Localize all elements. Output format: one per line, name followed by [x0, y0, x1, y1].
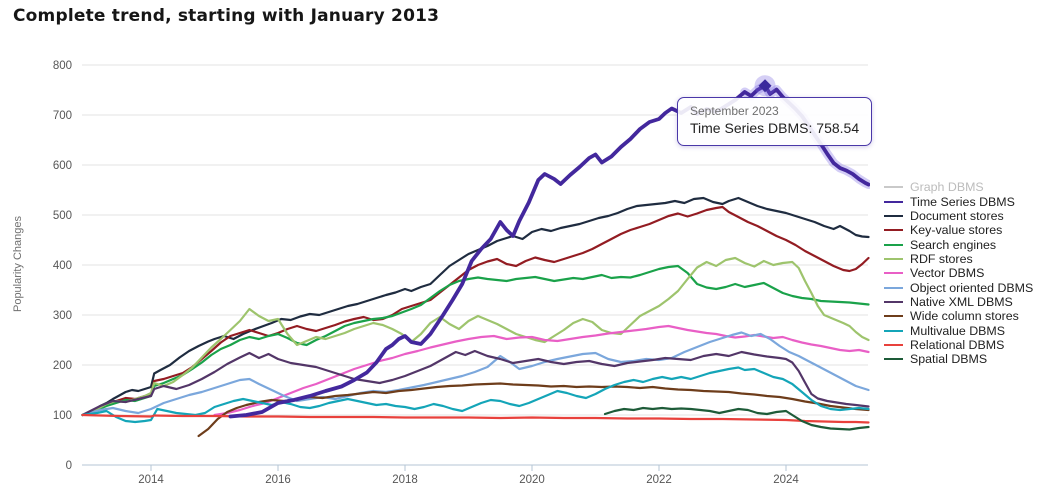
x-axis-tick: 2018 [392, 474, 418, 486]
legend-swatch-object_oriented [884, 286, 903, 289]
legend-label-graph: Graph DBMS [910, 180, 984, 195]
legend-label-multivalue: Multivalue DBMS [910, 323, 1006, 338]
legend-item-search[interactable]: Search engines [884, 237, 1033, 252]
y-axis-tick: 400 [53, 260, 72, 272]
legend-item-relational[interactable]: Relational DBMS [884, 338, 1033, 352]
legend-item-time_series[interactable]: Time Series DBMS [884, 194, 1033, 209]
series-line-vector[interactable] [213, 324, 870, 417]
chart-title: Complete trend, starting with January 20… [13, 6, 440, 26]
tooltip-value: Time Series DBMS: 758.54 [690, 120, 860, 136]
legend-item-graph[interactable]: Graph DBMS [884, 180, 1033, 194]
legend-swatch-document [884, 214, 903, 217]
series-line-wide_column[interactable] [197, 382, 870, 438]
y-axis-tick: 500 [53, 210, 72, 222]
series-line-object_oriented[interactable] [81, 331, 870, 417]
legend-item-spatial[interactable]: Spatial DBMS [884, 352, 1033, 366]
legend-swatch-time_series [884, 200, 903, 203]
y-axis-tick: 100 [53, 410, 72, 422]
legend-swatch-spatial [884, 358, 903, 361]
y-axis-tick: 200 [53, 360, 72, 372]
legend-item-native_xml[interactable]: Native XML DBMS [884, 295, 1033, 309]
y-axis-tick: 700 [53, 110, 72, 122]
legend: Graph DBMS Time Series DBMS Document store… [884, 180, 1033, 366]
legend-label-vector: Vector DBMS [910, 266, 985, 281]
series-line-native_xml[interactable] [81, 349, 870, 417]
legend-label-object_oriented: Object oriented DBMS [910, 280, 1034, 295]
legend-label-time_series: Time Series DBMS [910, 194, 1015, 209]
legend-swatch-search [884, 243, 903, 246]
legend-item-key_value[interactable]: Key-value stores [884, 223, 1033, 237]
hover-marker-diamond [758, 79, 772, 93]
legend-swatch-graph [884, 186, 903, 189]
series-line-search[interactable] [81, 264, 870, 417]
y-axis-tick: 300 [53, 310, 72, 322]
legend-item-multivalue[interactable]: Multivalue DBMS [884, 323, 1033, 338]
series-line-document[interactable] [81, 196, 870, 417]
y-axis-tick: 800 [53, 60, 72, 72]
series-line-key_value[interactable] [81, 205, 870, 417]
y-axis-tick: 0 [66, 460, 72, 472]
legend-label-document: Document stores [910, 208, 1004, 223]
legend-swatch-native_xml [884, 300, 903, 303]
tooltip: September 2023 Time Series DBMS: 758.54 [677, 97, 873, 146]
legend-swatch-relational [884, 343, 903, 346]
legend-swatch-vector [884, 272, 903, 275]
series-line-multivalue[interactable] [81, 366, 870, 424]
legend-swatch-wide_column [884, 315, 903, 318]
legend-item-object_oriented[interactable]: Object oriented DBMS [884, 280, 1034, 295]
legend-item-rdf[interactable]: RDF stores [884, 252, 1033, 266]
legend-label-wide_column: Wide column stores [910, 309, 1019, 324]
x-axis-tick: 2022 [646, 474, 672, 486]
legend-item-vector[interactable]: Vector DBMS [884, 266, 1033, 280]
x-axis-tick: 2024 [773, 474, 799, 486]
legend-label-rdf: RDF stores [910, 251, 973, 266]
series-line-relational[interactable] [81, 413, 870, 424]
series-line-rdf[interactable] [81, 256, 870, 417]
tooltip-date: September 2023 [690, 104, 779, 118]
legend-label-search: Search engines [910, 237, 997, 252]
legend-item-wide_column[interactable]: Wide column stores [884, 309, 1033, 323]
x-axis-tick: 2016 [265, 474, 291, 486]
legend-swatch-multivalue [884, 329, 903, 332]
legend-swatch-rdf [884, 257, 903, 260]
legend-label-spatial: Spatial DBMS [910, 352, 988, 367]
x-axis-tick: 2014 [138, 474, 164, 486]
legend-swatch-key_value [884, 229, 903, 232]
legend-item-document[interactable]: Document stores [884, 209, 1033, 223]
x-axis-tick: 2020 [519, 474, 545, 486]
legend-label-relational: Relational DBMS [910, 337, 1005, 352]
legend-label-key_value: Key-value stores [910, 223, 1003, 238]
y-axis-tick: 600 [53, 160, 72, 172]
series-line-spatial[interactable] [603, 406, 870, 431]
legend-label-native_xml: Native XML DBMS [910, 294, 1013, 309]
